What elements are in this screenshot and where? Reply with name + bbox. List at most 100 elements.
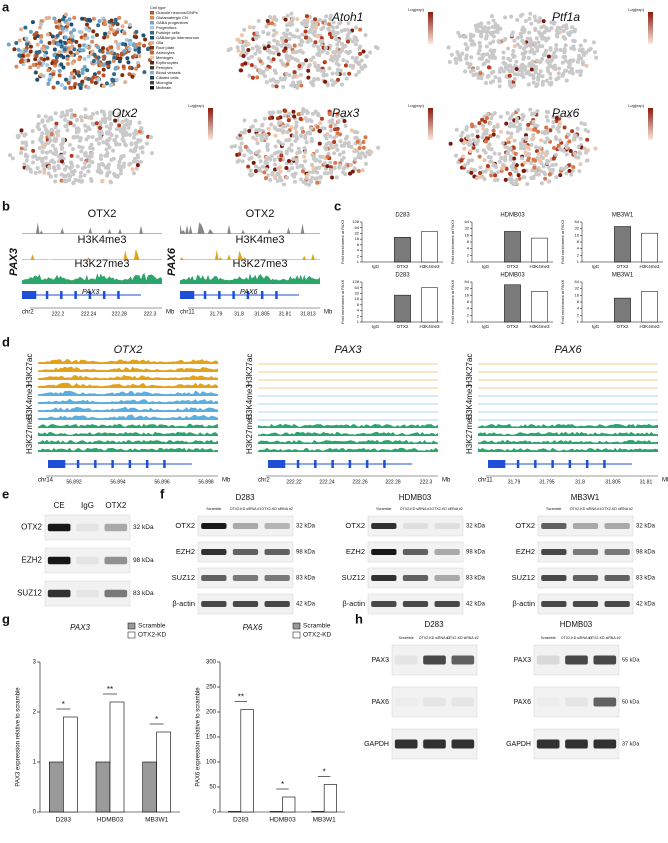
cell xyxy=(563,54,568,59)
cell xyxy=(568,58,573,63)
cell xyxy=(138,126,143,131)
cell xyxy=(567,139,572,144)
cell xyxy=(53,179,58,184)
cell xyxy=(268,78,273,83)
band xyxy=(394,655,418,665)
cell xyxy=(569,68,574,73)
bar xyxy=(63,716,78,813)
cell xyxy=(488,155,493,160)
cell xyxy=(512,44,517,49)
cell xyxy=(45,63,50,68)
cell xyxy=(79,149,84,154)
cell xyxy=(28,169,33,174)
cell xyxy=(243,50,248,55)
cell xyxy=(98,156,103,161)
cell xyxy=(78,174,83,179)
cell xyxy=(59,62,64,67)
cell xyxy=(512,138,517,143)
cell xyxy=(105,151,110,156)
lane-label: Scramble xyxy=(206,507,221,511)
cell xyxy=(332,165,337,170)
signal xyxy=(38,414,218,420)
y-tick-label: 4 xyxy=(577,246,580,251)
lane-label: Scramble xyxy=(376,507,391,511)
cell xyxy=(43,114,48,119)
cell xyxy=(31,154,36,159)
blot-bg xyxy=(197,515,294,537)
cell xyxy=(57,68,62,73)
band xyxy=(232,575,259,581)
cell xyxy=(495,27,500,32)
signal xyxy=(478,447,658,452)
cell xyxy=(501,60,506,65)
cell xyxy=(235,45,240,50)
y-tick-label: 16 xyxy=(465,232,470,237)
cell xyxy=(239,136,244,141)
cell xyxy=(525,181,530,186)
protein-label: OTX2 xyxy=(175,521,195,530)
cell xyxy=(142,70,147,75)
track-label: H3K4me3 xyxy=(236,234,285,246)
cell xyxy=(101,46,106,51)
legend-entry: Microglia xyxy=(156,80,173,85)
chart-title: PAX3 xyxy=(70,623,90,632)
cell xyxy=(121,64,126,69)
y-tick-label: 16 xyxy=(465,292,470,297)
cell xyxy=(338,139,343,144)
band xyxy=(76,556,99,565)
y-tick-label: 1 xyxy=(467,259,470,264)
cell xyxy=(510,66,515,71)
cell xyxy=(130,54,135,59)
cell xyxy=(327,119,332,124)
cell xyxy=(506,56,511,61)
cell xyxy=(467,65,472,70)
cell xyxy=(92,52,97,57)
cell xyxy=(577,150,582,155)
cell xyxy=(564,164,569,169)
cell xyxy=(533,168,538,173)
cell xyxy=(284,23,289,28)
bar xyxy=(531,237,548,263)
coord-tick: 31.805 xyxy=(254,311,270,317)
cell xyxy=(31,62,36,67)
band xyxy=(423,655,446,665)
signal-track xyxy=(38,406,218,412)
cell xyxy=(294,124,299,129)
size-label: 98 kDa xyxy=(466,550,486,556)
band xyxy=(402,575,429,581)
x-tick-label: IgG xyxy=(372,264,380,269)
cell xyxy=(18,150,23,155)
exon xyxy=(551,460,554,468)
cell xyxy=(145,47,150,52)
cell xyxy=(354,73,359,78)
signal xyxy=(38,375,218,380)
cell xyxy=(287,111,292,116)
cell xyxy=(333,160,338,165)
band xyxy=(201,601,227,607)
signal-track xyxy=(258,431,438,436)
cell xyxy=(57,50,62,55)
cell xyxy=(300,111,305,116)
cell xyxy=(341,58,346,63)
cell xyxy=(47,165,52,170)
cell xyxy=(316,77,321,82)
legend-entry: Roof plate xyxy=(156,45,175,50)
cell xyxy=(116,165,121,170)
cell xyxy=(570,168,575,173)
cell xyxy=(86,54,91,59)
cell xyxy=(345,59,350,64)
cell xyxy=(477,40,482,45)
signal xyxy=(38,382,218,388)
cell xyxy=(292,174,297,179)
cell xyxy=(53,125,58,130)
bar xyxy=(142,761,157,813)
cell xyxy=(554,115,559,120)
cell xyxy=(83,123,88,128)
cell xyxy=(329,35,334,40)
cell xyxy=(548,82,553,87)
cell xyxy=(353,36,358,41)
cell xyxy=(283,109,288,114)
cell xyxy=(137,120,142,125)
cell xyxy=(22,133,27,138)
cell xyxy=(478,165,483,170)
